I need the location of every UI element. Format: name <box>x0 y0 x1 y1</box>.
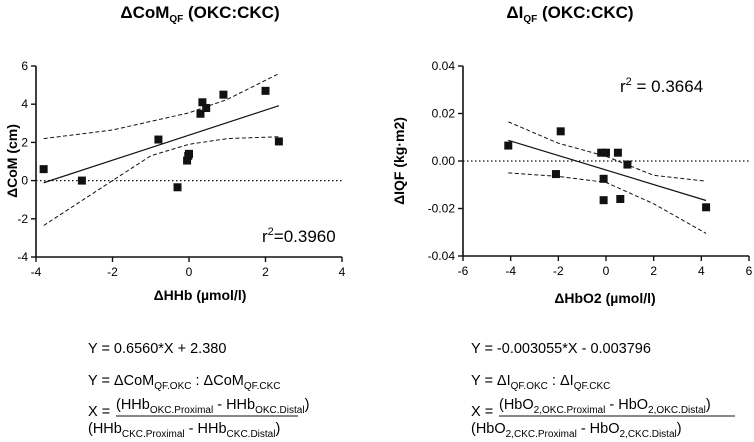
right-data-point <box>599 174 608 183</box>
left-x-tick-label: 2 <box>262 265 269 279</box>
right-data-point <box>551 170 560 179</box>
right-x-tick-label: -2 <box>553 264 564 278</box>
left-data-point <box>274 137 283 146</box>
chart-left: ΔCoMQF (OKC:CKC) ΔHHb (µmol/l) ΔCoM (cm)… <box>4 3 346 303</box>
left-data-point <box>219 90 228 99</box>
right-data-point <box>602 148 610 157</box>
chart-left-r2: r2=0.3960 <box>262 226 336 246</box>
left-ci-lower-band <box>43 136 279 226</box>
left-regression-line <box>43 105 280 184</box>
left-data-point <box>202 104 211 113</box>
left-data-point <box>183 156 192 165</box>
right-data-point <box>597 148 606 157</box>
equation-right-numerator: (HbO2,OKC.Proximal - HbO2,OKC.Distal) <box>499 397 711 416</box>
equation-right-denominator: (HbO2,CKC.Proximal - HbO2,CKC.Distal) <box>471 421 682 440</box>
right-ci-upper-band <box>508 121 707 182</box>
left-data-point <box>173 183 182 192</box>
equation-left-x-label: X = <box>88 404 110 420</box>
equation-right-x-label: X = <box>471 404 493 420</box>
right-data-point <box>613 148 622 157</box>
left-y-tick-label: 0 <box>21 174 28 188</box>
chart-left-title: ΔCoMQF (OKC:CKC) <box>120 3 279 25</box>
chart-left-ylabel: ΔCoM (cm) <box>4 124 20 198</box>
right-x-tick-label: 2 <box>650 264 657 278</box>
chart-right-ylabel: ΔIQF (kg·m2) <box>391 117 407 205</box>
right-x-tick-label: 6 <box>746 264 753 278</box>
left-x-tick-label: -2 <box>107 265 118 279</box>
right-data-point <box>599 196 608 205</box>
left-data-point <box>154 135 163 144</box>
right-y-tick-label: -0.04 <box>428 249 456 263</box>
left-data-point <box>185 149 193 158</box>
right-y-tick-label: 0.02 <box>432 107 456 121</box>
chart-right-title: ΔIQF (OKC:CKC) <box>506 3 633 25</box>
right-data-point <box>702 203 711 212</box>
left-y-tick-label: -2 <box>17 212 28 226</box>
left-x-tick-label: 4 <box>339 265 346 279</box>
chart-right-xlabel: ΔHbO2 (µmol/l) <box>554 290 655 306</box>
left-x-tick-label: -4 <box>31 265 42 279</box>
left-ci-upper-band <box>43 73 280 140</box>
right-data-point <box>504 141 513 150</box>
equation-left-y-def: Y = ΔCoMQF.OKC : ΔCoMQF.CKC <box>88 373 281 392</box>
right-y-tick-label: 0.04 <box>432 59 456 73</box>
left-data-point <box>198 98 207 107</box>
right-x-tick-label: 0 <box>603 264 610 278</box>
equations-left: Y = 0.6560*X + 2.380 Y = ΔCoMQF.OKC : ΔC… <box>88 341 309 440</box>
right-y-tick-label: 0.00 <box>432 154 456 168</box>
right-data-point <box>556 127 565 136</box>
equation-right-line1: Y = -0.003055*X - 0.003796 <box>471 341 651 357</box>
chart-right: ΔIQF (OKC:CKC) ΔHbO2 (µmol/l) ΔIQF (kg·m… <box>391 3 753 306</box>
right-data-point <box>616 195 625 203</box>
right-x-tick-label: 4 <box>698 264 705 278</box>
left-data-point <box>261 86 270 95</box>
left-y-tick-label: 6 <box>21 59 28 73</box>
left-data-point <box>39 165 48 174</box>
left-y-tick-label: -4 <box>17 250 28 264</box>
equation-left-numerator: (HHbOKC.Proximal - HHbOKC.Distal) <box>116 397 309 416</box>
left-data-point <box>77 176 86 185</box>
equations-right: Y = -0.003055*X - 0.003796 Y = ΔIQF.OKC … <box>471 341 735 440</box>
equation-right-y-def: Y = ΔIQF.OKC : ΔIQF.CKC <box>471 373 610 392</box>
right-x-tick-label: -6 <box>458 264 469 278</box>
left-x-tick-label: 0 <box>186 265 193 279</box>
left-y-tick-label: 4 <box>21 97 28 111</box>
right-y-tick-label: -0.02 <box>428 202 456 216</box>
chart-left-xlabel: ΔHHb (µmol/l) <box>154 287 247 303</box>
chart-right-r2: r2 = 0.3664 <box>620 76 703 96</box>
equation-left-line1: Y = 0.6560*X + 2.380 <box>88 341 226 357</box>
right-data-point <box>623 160 632 169</box>
equation-left-denominator: (HHbCKC.Proximal - HHbCKC.Distal) <box>88 421 280 440</box>
left-y-tick-label: 2 <box>21 135 28 149</box>
left-data-point <box>196 109 205 118</box>
right-regression-line <box>508 139 707 202</box>
right-x-tick-label: -4 <box>505 264 516 278</box>
